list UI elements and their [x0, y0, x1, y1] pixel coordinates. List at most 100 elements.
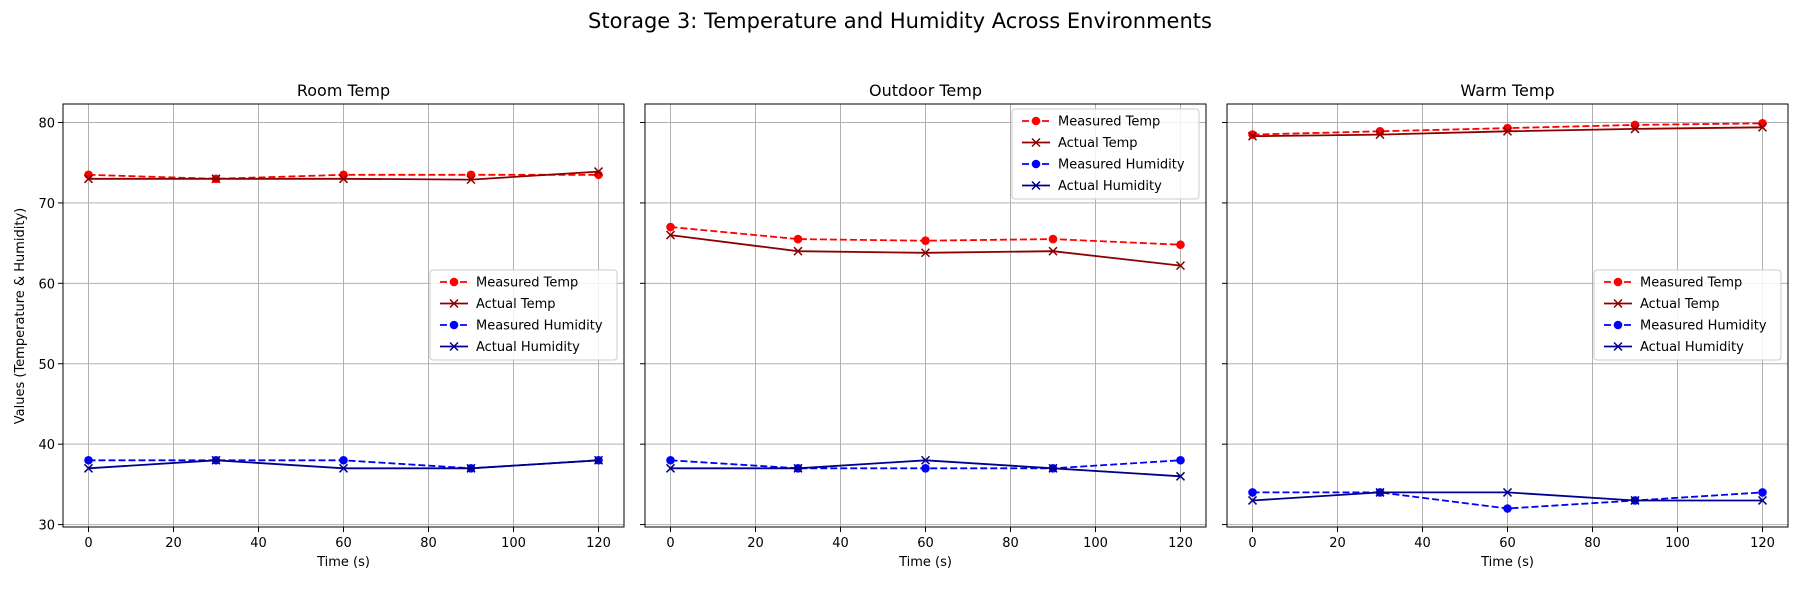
x-tick-label: 80: [420, 536, 437, 551]
data-point: [1502, 487, 1513, 497]
x-tick-label: 40: [1414, 536, 1431, 551]
x-tick-label: 120: [586, 536, 611, 551]
data-point: [921, 463, 930, 473]
data-point: [1630, 495, 1640, 505]
x-axis-label: Time (s): [1480, 555, 1534, 570]
data-point: [1375, 487, 1385, 497]
legend-label: Measured Humidity: [1058, 158, 1185, 173]
subplot-1: 0 20 40 60 80 100 120 30 40 50 60 70 80 Room Temp Time…: [38, 81, 625, 570]
series-actual-humidity: [665, 455, 1186, 481]
series-measured-temp: [666, 222, 1185, 250]
data-point: [1247, 495, 1258, 505]
legend-label: Measured Humidity: [476, 319, 603, 334]
axes-frame: [644, 103, 1207, 528]
legend-marker: [1613, 298, 1623, 309]
legend: Measured Temp Actual Temp Measured Humidit…: [1011, 108, 1200, 200]
x-tick-label: 100: [1665, 536, 1690, 551]
x-tick-label: 20: [1329, 536, 1346, 551]
y-tick-label: 60: [38, 277, 55, 292]
legend-box: [1593, 269, 1782, 361]
legend-marker: [1031, 180, 1041, 191]
data-point: [1048, 246, 1058, 256]
data-point: [593, 167, 604, 177]
data-point: [1375, 127, 1385, 136]
data-point: [1248, 130, 1257, 139]
data-point: [593, 455, 604, 465]
data-point: [1758, 488, 1767, 497]
subplots: 0 20 40 60 80 100 120 30 40 50 60 70 80 Room Temp Time…: [38, 81, 1789, 570]
x-axis-label: Time (s): [316, 555, 370, 570]
subplot-3: 0 20 40 60 80 100 120 Warm Temp Time (s) Measured…: [1222, 81, 1789, 570]
x-tick-label: 120: [1750, 536, 1775, 551]
subplot-title: Outdoor Temp: [869, 81, 982, 100]
x-tick-label: 60: [917, 536, 934, 551]
data-point: [920, 248, 931, 258]
x-tick-label: 100: [501, 536, 526, 551]
y-tick-label: 30: [38, 519, 55, 534]
legend-box: [429, 269, 618, 361]
x-tick-label: 0: [666, 536, 674, 551]
data-point: [83, 174, 94, 184]
x-tick-label: 60: [335, 536, 352, 551]
data-point: [84, 455, 93, 465]
axes-frame: [1226, 103, 1789, 528]
legend-label: Actual Humidity: [1640, 340, 1744, 355]
data-point: [1757, 122, 1768, 132]
legend-label: Actual Temp: [476, 297, 556, 312]
x-tick-label: 80: [1584, 536, 1601, 551]
axes-frame: [62, 103, 625, 528]
data-point: [1176, 455, 1185, 465]
data-point: [665, 230, 676, 240]
data-point: [1503, 504, 1512, 513]
data-point: [211, 174, 221, 184]
x-tick-label: 40: [250, 536, 267, 551]
y-tick-label: 80: [38, 116, 55, 131]
x-tick-label: 80: [1002, 536, 1019, 551]
data-point: [83, 463, 94, 473]
x-tick-label: 40: [832, 536, 849, 551]
data-point: [466, 463, 476, 473]
legend-marker: [1031, 137, 1041, 148]
x-tick-label: 0: [1248, 536, 1256, 551]
legend: Measured Temp Actual Temp Measured Humidit…: [429, 269, 618, 361]
data-point: [1048, 234, 1058, 244]
subplot-title: Warm Temp: [1460, 81, 1554, 100]
x-tick-label: 0: [84, 536, 92, 551]
data-point: [466, 170, 476, 180]
data-point: [666, 455, 675, 465]
series-actual-humidity: [83, 455, 604, 473]
subplot-title: Room Temp: [297, 81, 390, 100]
data-point: [466, 175, 476, 185]
y-tick-label: 70: [38, 197, 55, 212]
series-measured-humidity: [1248, 488, 1767, 513]
legend: Measured Temp Actual Temp Measured Humidit…: [1593, 269, 1782, 361]
legend-marker: [449, 277, 459, 287]
x-tick-label: 120: [1168, 536, 1193, 551]
data-point: [1757, 495, 1768, 505]
data-point: [1247, 131, 1258, 141]
series-actual-temp: [1247, 122, 1768, 141]
y-axis-label: Values (Temperature & Humidity): [13, 208, 28, 424]
data-point: [793, 234, 803, 244]
legend-box: [1011, 108, 1200, 200]
x-tick-label: 20: [747, 536, 764, 551]
x-tick-label: 100: [1083, 536, 1108, 551]
data-point: [339, 455, 348, 465]
legend-marker: [1613, 320, 1623, 330]
data-point: [793, 463, 803, 473]
legend-label: Actual Temp: [1058, 136, 1138, 151]
data-point: [665, 463, 676, 473]
series-actual-temp: [83, 167, 604, 185]
legend-label: Actual Humidity: [1058, 179, 1162, 194]
legend-marker: [1031, 159, 1041, 169]
data-point: [1502, 126, 1513, 136]
data-point: [1175, 471, 1186, 481]
x-tick-label: 60: [1499, 536, 1516, 551]
series-actual-temp: [665, 230, 1186, 271]
legend-marker: [449, 320, 459, 330]
data-point: [338, 463, 349, 473]
data-point: [338, 174, 349, 184]
data-point: [211, 455, 221, 465]
y-tick-label: 40: [38, 438, 55, 453]
subplot-2: 0 20 40 60 80 100 120 Outdoor Temp Time (s) Measu…: [640, 81, 1207, 570]
